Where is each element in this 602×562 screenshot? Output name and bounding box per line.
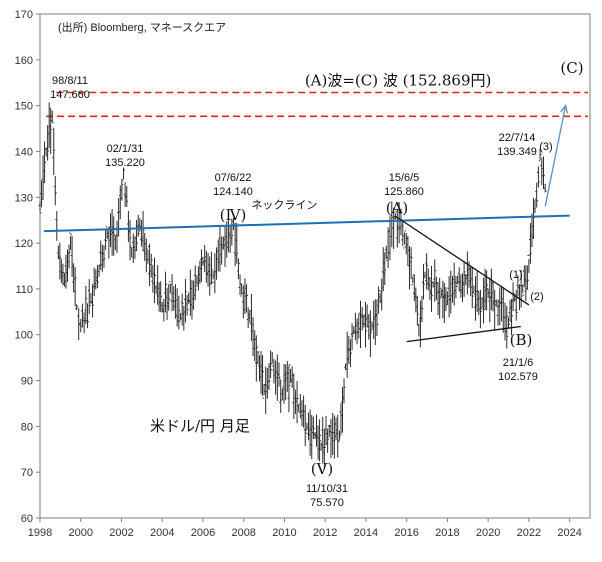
x-tick-label: 2018: [435, 527, 459, 539]
neckline: [44, 214, 570, 233]
level-value: 147.660: [50, 89, 90, 101]
y-tick-label: 120: [15, 238, 33, 250]
y-tick-label: 70: [21, 467, 33, 479]
x-tick-label: 2012: [313, 527, 337, 539]
level-date: 22/7/14: [499, 132, 536, 144]
x-tick-label: 2002: [109, 527, 133, 539]
price-bars: [38, 102, 547, 470]
neckline-label: ネックライン: [251, 199, 317, 212]
wave-label: (Ⅴ): [311, 460, 334, 478]
level-date: 07/6/22: [215, 172, 252, 184]
level-date: 98/8/11: [52, 75, 88, 87]
triangle-upper-line: [395, 215, 530, 306]
chart-title: 米ドル/円 月足: [150, 417, 250, 435]
source-note: (出所) Bloomberg, マネースクエア: [58, 20, 226, 34]
x-tick-label: 2010: [272, 527, 296, 539]
x-tick-label: 2008: [231, 527, 255, 539]
y-tick-label: 170: [15, 9, 33, 21]
y-tick-label: 80: [21, 421, 33, 433]
wave-label: (1): [509, 269, 522, 281]
level-date: 21/1/6: [503, 357, 534, 369]
y-tick-label: 60: [21, 513, 33, 525]
projection-arrow: [544, 105, 567, 207]
wave-label: (B): [510, 331, 533, 349]
x-axis: 1998 2000 2002 2004 2006 2008 2010 2012 2014 2016…: [28, 518, 582, 539]
level-value: 75.570: [310, 497, 344, 509]
level-date: 02/1/31: [107, 143, 144, 155]
x-tick-label: 2020: [476, 527, 500, 539]
y-axis: 60 70 80 90 100 110 120 130 140 150 160 170: [15, 9, 40, 525]
triangle-lower-line: [406, 325, 521, 343]
projection-arrow-head: [560, 104, 569, 114]
x-tick-label: 2006: [191, 527, 215, 539]
level-value: 125.860: [384, 186, 424, 198]
x-tick-label: 2004: [150, 527, 174, 539]
wave-label: (C): [560, 59, 583, 77]
level-value: 102.579: [498, 371, 538, 383]
level-value: 139.349: [497, 146, 537, 158]
trendlines: ネックライン: [44, 104, 570, 343]
wave-label: (Ⅳ): [220, 206, 247, 224]
wave-label: (A): [386, 199, 409, 217]
y-tick-label: 160: [15, 55, 33, 67]
x-tick-label: 2022: [517, 527, 541, 539]
wave-label: (2): [530, 291, 543, 303]
level-value: 124.140: [213, 186, 253, 198]
y-tick-label: 90: [21, 376, 33, 388]
wave-label: (3): [539, 141, 552, 153]
x-tick-label: 2000: [68, 527, 92, 539]
x-tick-label: 2016: [394, 527, 418, 539]
fibo-target-lines: (A)波=(C) 波 (152.869円): [46, 71, 588, 118]
y-tick-label: 100: [15, 330, 33, 342]
x-tick-label: 1998: [28, 527, 52, 539]
x-tick-label: 2024: [557, 527, 581, 539]
y-tick-label: 130: [15, 192, 33, 204]
level-date: 15/6/5: [389, 172, 420, 184]
target-label: (A)波=(C) 波 (152.869円): [305, 71, 492, 89]
y-tick-label: 150: [15, 101, 33, 113]
plot-area: [39, 13, 591, 519]
x-tick-label: 2014: [354, 527, 378, 539]
level-date: 11/10/31: [306, 483, 348, 495]
level-value: 135.220: [105, 157, 145, 169]
y-tick-label: 110: [15, 284, 33, 296]
annotations: 98/8/11 147.660 02/1/31 135.220 07/6/22 124.1…: [50, 59, 583, 509]
y-tick-label: 140: [15, 146, 33, 158]
